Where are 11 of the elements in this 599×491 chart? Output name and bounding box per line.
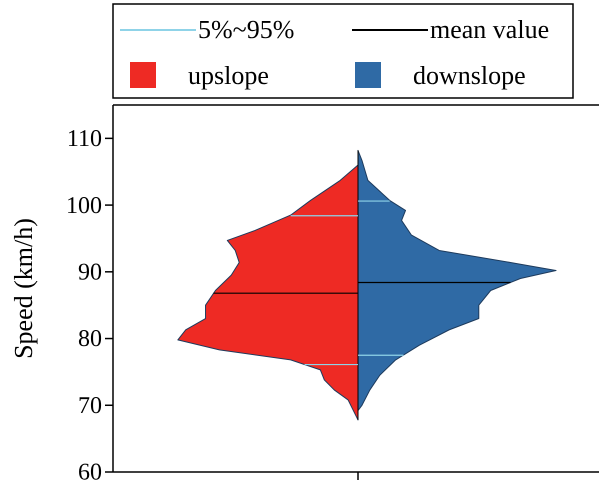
legend-label: upslope (188, 61, 269, 90)
y-tick-label: 60 (78, 460, 102, 486)
y-tick-label: 90 (78, 260, 102, 286)
y-tick-label: 100 (66, 192, 102, 219)
y-tick-label: 80 (78, 326, 102, 352)
legend-label: 5%~95% (198, 15, 294, 44)
y-tick-label: 110 (66, 126, 102, 152)
y-tick-label: 70 (78, 392, 102, 419)
y-axis-title: Speed (km/h) (9, 218, 38, 359)
legend-label: downslope (413, 61, 526, 90)
legend-label: mean value (430, 15, 550, 44)
